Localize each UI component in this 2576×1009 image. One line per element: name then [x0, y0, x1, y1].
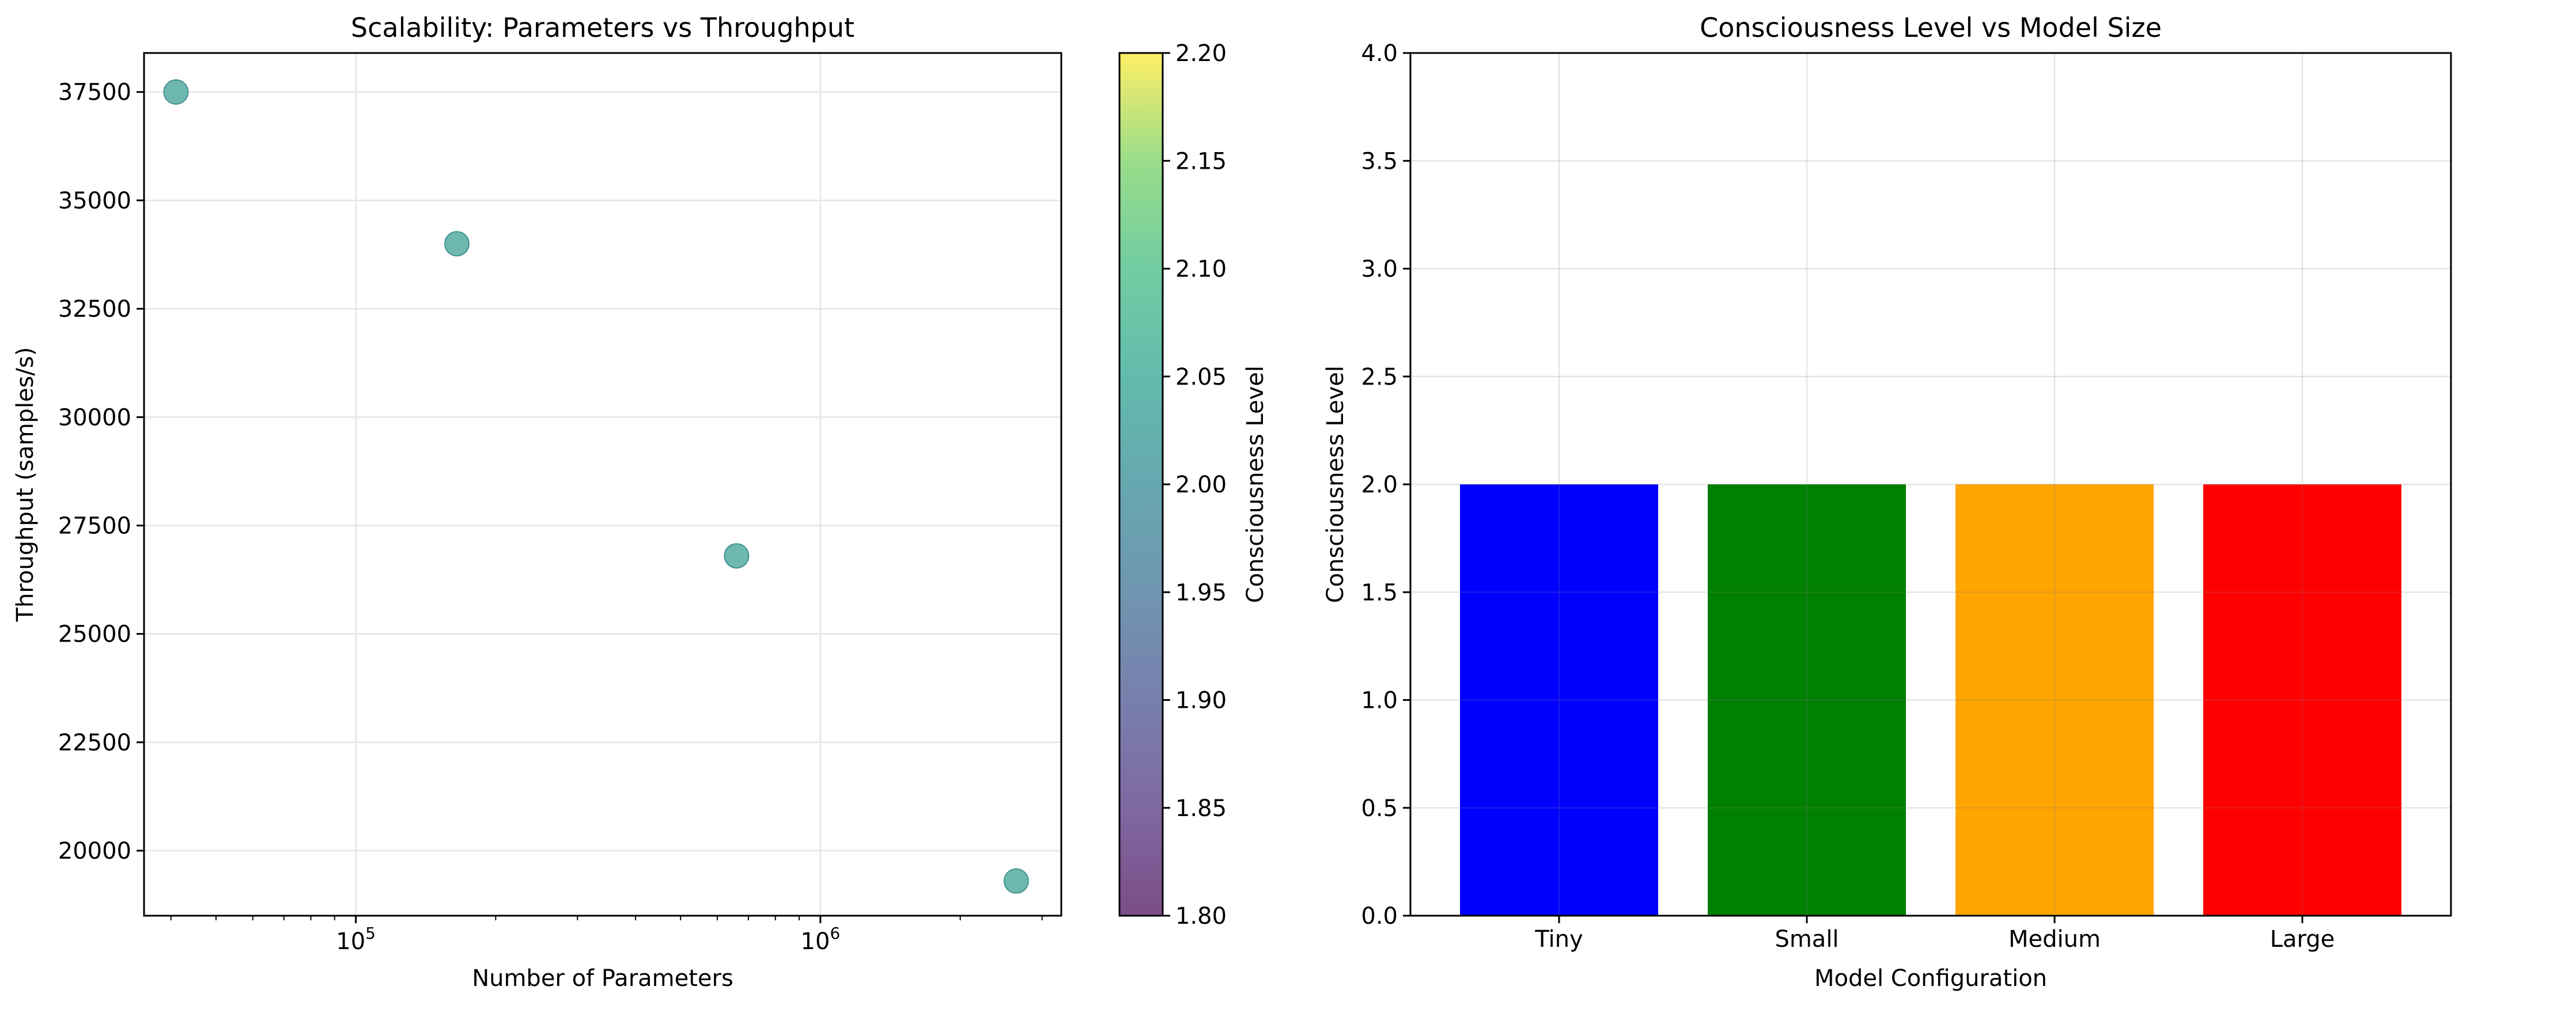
- scatter-point: [1003, 868, 1029, 894]
- bar-x-tick-label: Medium: [2008, 926, 2101, 953]
- colorbar-tick-label: 1.85: [1175, 795, 1227, 822]
- bar-x-label: Model Configuration: [1814, 965, 2047, 992]
- colorbar-tick-label: 1.80: [1175, 903, 1227, 930]
- bar-y-axis: 0.0 0.5 1.0 1.5 2.0 2.5 3.0 3.5 4.0: [1361, 40, 1410, 930]
- scatter-y-tick-label: 30000: [58, 404, 131, 431]
- scatter-plot-frame: [143, 52, 1062, 917]
- scatter-x-axis: 105 106: [170, 916, 1043, 955]
- bar-title: Consciousness Level vs Model Size: [1700, 12, 2162, 43]
- bar-y-tick-label: 0.5: [1361, 795, 1398, 822]
- scatter-point: [163, 79, 189, 105]
- bar-y-tick-label: 2.5: [1361, 364, 1398, 390]
- scatter-y-label: Throughput (samples/s): [12, 347, 39, 623]
- scatter-points: [163, 79, 1029, 894]
- scatter-chart: Scalability: Parameters vs Throughput 20…: [12, 12, 1062, 992]
- colorbar-tick-label: 1.95: [1175, 579, 1227, 606]
- bar-x-tick-label: Large: [2270, 926, 2335, 953]
- bar-medium: [1955, 484, 2154, 916]
- bar-y-tick-label: 4.0: [1361, 40, 1398, 67]
- scatter-title: Scalability: Parameters vs Throughput: [351, 12, 854, 43]
- colorbar-label: Consciousness Level: [1242, 366, 1269, 603]
- colorbar-tick-label: 2.15: [1175, 148, 1227, 175]
- scatter-point: [724, 543, 750, 569]
- scatter-grid: [144, 53, 1061, 916]
- bar-large: [2203, 484, 2401, 916]
- scatter-x-tick-label: 105: [336, 924, 376, 955]
- bar-y-tick-label: 3.5: [1361, 148, 1398, 175]
- colorbar-tick-label: 2.00: [1175, 472, 1227, 498]
- bar-y-tick-label: 1.0: [1361, 688, 1398, 714]
- colorbar-tick-label: 2.05: [1175, 364, 1227, 390]
- scatter-y-tick-label: 22500: [58, 730, 131, 756]
- scatter-y-tick-label: 37500: [58, 79, 131, 106]
- scatter-y-tick-label: 32500: [58, 296, 131, 323]
- bar-small: [1708, 484, 1906, 916]
- bar-tiny: [1460, 484, 1658, 916]
- colorbar: 1.80 1.85 1.90 1.95 2.00 2.05 2.10 2.15 2.20 Con…: [1118, 40, 1269, 930]
- colorbar-tick-label: 2.10: [1175, 256, 1227, 283]
- bar-y-tick-label: 0.0: [1361, 903, 1398, 930]
- scatter-x-tick-label: 106: [801, 924, 841, 955]
- colorbar-gradient: [1119, 53, 1163, 916]
- scatter-y-tick-label: 20000: [58, 838, 131, 864]
- scatter-point: [444, 231, 470, 257]
- colorbar-tick-label: 1.90: [1175, 688, 1227, 714]
- scatter-y-tick-label: 27500: [58, 513, 131, 540]
- bar-x-tick-label: Small: [1775, 926, 1839, 953]
- scatter-x-label: Number of Parameters: [472, 965, 733, 992]
- bar-x-tick-label: Tiny: [1534, 926, 1583, 953]
- colorbar-ticks: 1.80 1.85 1.90 1.95 2.00 2.05 2.10 2.15 2.20: [1163, 40, 1227, 930]
- scatter-y-tick-label: 25000: [58, 621, 131, 648]
- scatter-y-tick-label: 35000: [58, 188, 131, 214]
- bar-y-label: Consciousness Level: [1322, 366, 1349, 603]
- bar-chart: Consciousness Level vs Model Size 0.0 0.5…: [1322, 12, 2452, 992]
- colorbar-tick-label: 2.20: [1175, 40, 1227, 67]
- bar-y-tick-label: 1.5: [1361, 579, 1398, 606]
- bar-bars: [1460, 484, 2401, 916]
- bar-x-axis: Tiny Small Medium Large: [1534, 916, 2335, 953]
- bar-y-tick-label: 2.0: [1361, 472, 1398, 498]
- scatter-y-axis: 20000 22500 25000 27500 30000 32500 35000 37500: [58, 79, 144, 864]
- bar-y-tick-label: 3.0: [1361, 256, 1398, 283]
